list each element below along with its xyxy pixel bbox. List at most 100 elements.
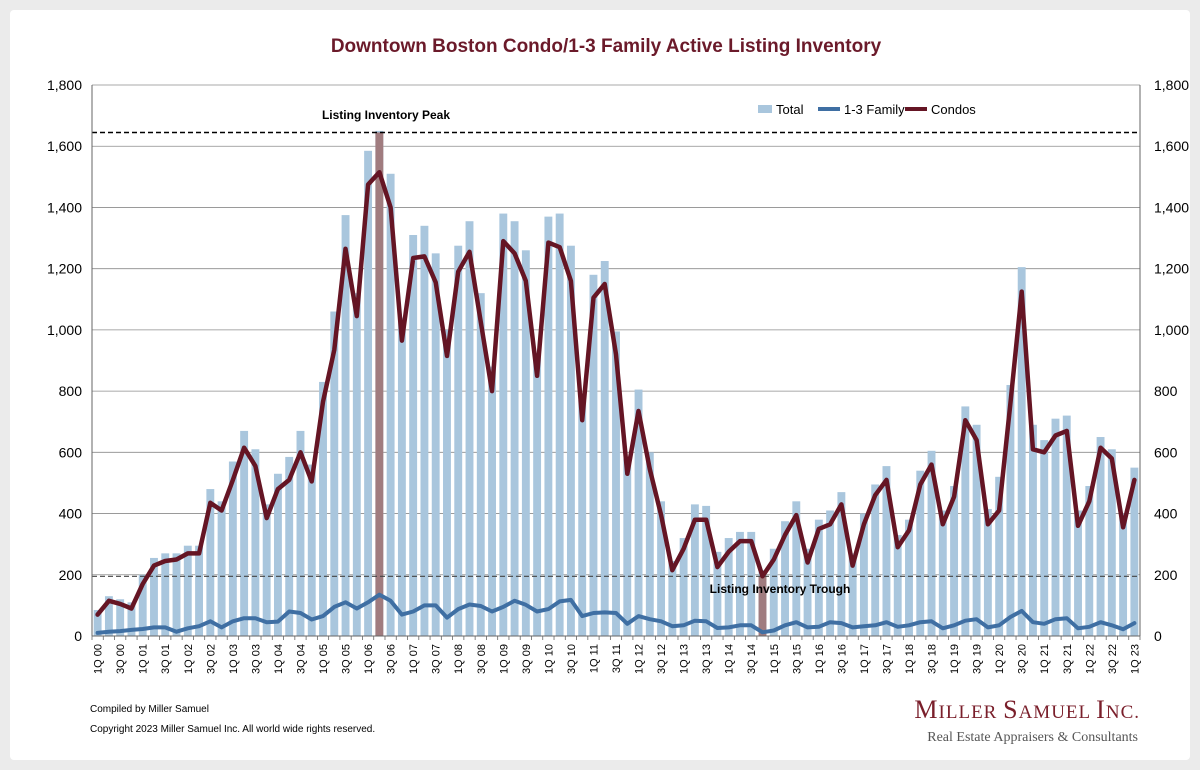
axes: 0 0 200 200 400 400 600 600 800 800 1,000 1,000 1,20… [47, 77, 1189, 674]
bar-total [690, 504, 699, 636]
y-tick-label-left: 0 [74, 628, 82, 644]
chart-card: Downtown Boston Condo/1-3 Family Active … [10, 10, 1190, 760]
bar-total [837, 492, 846, 636]
bar-total [1074, 510, 1082, 636]
bar-total [600, 261, 609, 636]
y-tick-label-right: 1,800 [1154, 77, 1189, 93]
bar-total [713, 551, 722, 636]
bar-total [285, 456, 294, 636]
x-tick-label: 1Q 01 [138, 644, 150, 674]
trough-marker-bar [758, 576, 767, 636]
bar-total [127, 602, 136, 636]
x-tick-label: 3Q 10 [566, 644, 578, 674]
bar-total [1006, 384, 1015, 636]
x-tick-label: 3Q 06 [386, 644, 398, 674]
bar-total [150, 557, 158, 636]
bar-total [228, 461, 237, 636]
x-tick-label: 1Q 09 [498, 644, 510, 674]
bar-total [871, 484, 880, 636]
bar-total [138, 574, 147, 636]
x-tick-label: 3Q 20 [1017, 644, 1029, 674]
x-tick-label: 1Q 02 [183, 644, 195, 674]
bar-total [476, 293, 485, 636]
y-tick-label-left: 1,800 [47, 77, 82, 93]
bar-total [307, 464, 316, 636]
bar-total [93, 609, 102, 636]
x-tick-label: 1Q 06 [363, 644, 375, 674]
bar-total [183, 545, 192, 636]
chart-title: Downtown Boston Condo/1-3 Family Active … [331, 36, 882, 57]
x-tick-label: 3Q 02 [205, 644, 217, 674]
bar-total [893, 534, 902, 636]
x-tick-label: 1Q 17 [859, 644, 871, 674]
reference-lines [92, 131, 1140, 577]
bar-total [251, 449, 260, 636]
y-tick-label-left: 1,000 [47, 322, 82, 338]
bar-total [1017, 267, 1026, 636]
x-tick-label: 1Q 08 [453, 644, 465, 674]
line-1-3-family [95, 592, 1137, 635]
trough-annotation: Listing Inventory Trough [710, 582, 851, 596]
x-tick-label: 1Q 10 [543, 644, 555, 674]
bar-total [217, 501, 226, 636]
bar-total [544, 216, 553, 636]
y-tick-label-left: 400 [59, 506, 83, 522]
x-tick-label: 3Q 17 [881, 644, 893, 674]
y-tick-label-right: 1,400 [1154, 199, 1189, 215]
bar-total [465, 221, 474, 636]
x-tick-label: 3Q 04 [295, 644, 307, 674]
y-tick-label-right: 600 [1154, 444, 1178, 460]
y-tick-label-right: 1,200 [1154, 261, 1189, 277]
y-tick-label-left: 600 [59, 444, 83, 460]
bar-total [262, 504, 271, 636]
bar-total [769, 548, 778, 636]
bar-total [240, 430, 249, 636]
legend: Total 1-3 Family Condos [758, 102, 976, 117]
bar-total [1107, 449, 1116, 636]
legend-condos-label: Condos [931, 102, 976, 117]
peak-marker-bar [375, 132, 384, 637]
bar-total [172, 553, 181, 636]
bar-total [634, 389, 643, 636]
x-tick-label: 1Q 19 [949, 644, 961, 674]
x-tick-label: 1Q 13 [679, 644, 691, 674]
brand-logo: MILLER SAMUEL INC. Real Estate Appraiser… [914, 695, 1140, 745]
bar-total [431, 253, 440, 636]
y-tick-label-left: 1,600 [47, 138, 82, 154]
bar-total [961, 406, 970, 636]
y-tick-label-right: 400 [1154, 506, 1178, 522]
bar-total [206, 489, 215, 636]
bar-total [702, 505, 711, 636]
brand-name: MILLER SAMUEL INC. [914, 695, 1140, 724]
bar-total [364, 150, 373, 636]
bar-total [104, 596, 113, 636]
x-tick-label: 3Q 21 [1062, 644, 1074, 674]
x-tick-label: 1Q 23 [1129, 644, 1141, 674]
x-tick-label: 3Q 13 [701, 644, 713, 674]
legend-family-label: 1-3 Family [844, 102, 905, 117]
x-tick-label: 1Q 12 [634, 644, 646, 674]
x-tick-label: 3Q 08 [476, 644, 488, 674]
x-tick-label: 3Q 15 [791, 644, 803, 674]
y-tick-label-right: 1,000 [1154, 322, 1189, 338]
x-tick-label: 1Q 21 [1039, 644, 1051, 674]
bar-total [848, 553, 857, 636]
y-tick-label-right: 800 [1154, 383, 1178, 399]
bar-total [927, 450, 936, 636]
y-tick-label-right: 200 [1154, 567, 1178, 583]
x-tick-label: 1Q 15 [769, 644, 781, 674]
y-tick-label-right: 1,600 [1154, 138, 1189, 154]
bar-total [510, 221, 519, 636]
x-tick-label: 1Q 05 [318, 644, 330, 674]
bar-total [499, 213, 508, 637]
y-tick-label-left: 800 [59, 383, 83, 399]
bar-total [668, 561, 677, 636]
x-tick-label: 3Q 07 [431, 644, 443, 674]
x-tick-label: 3Q 11 [611, 644, 623, 673]
bar-total [443, 329, 451, 636]
bar-total [612, 331, 620, 636]
bar-total [983, 508, 992, 636]
x-tick-label: 3Q 22 [1107, 644, 1119, 674]
bar-total [905, 519, 913, 636]
bar-total [972, 424, 981, 636]
